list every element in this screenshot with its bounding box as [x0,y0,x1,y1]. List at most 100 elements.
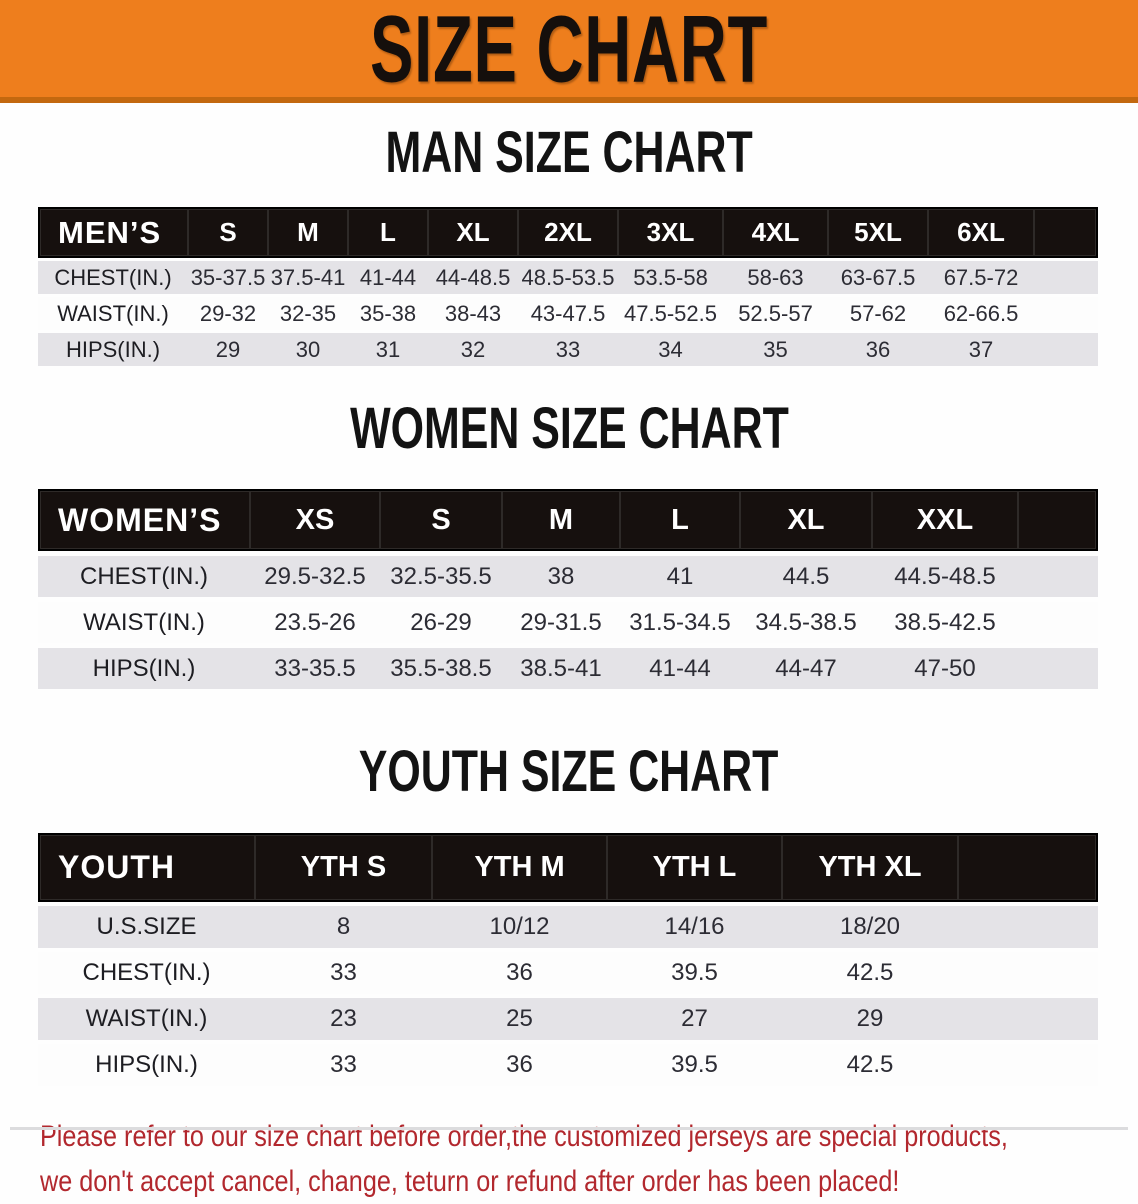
cell: 37.5-41 [268,261,348,294]
column-header: YTH S [255,833,432,902]
cell-filler [1018,648,1098,689]
men-header-row: MEN’S S M L XL 2XL 3XL 4XL 5XL 6XL [38,207,1098,258]
cell: 29 [188,333,268,366]
bottom-divider [10,1127,1128,1130]
cell: 33 [518,333,618,366]
cell: 29 [782,998,958,1040]
youth-chest-row: CHEST(IN.) 33 36 39.5 42.5 [38,952,1098,994]
cell: 29-31.5 [502,602,620,643]
cell: 44.5-48.5 [872,556,1018,597]
column-header: M [502,489,620,551]
column-header: YTH M [432,833,607,902]
cell: 36 [432,1044,607,1086]
youth-hips-row: HIPS(IN.) 33 36 39.5 42.5 [38,1044,1098,1086]
cell-filler [1034,261,1098,294]
youth-section-heading: YOUTH SIZE CHART [359,739,779,804]
men-chest-row: CHEST(IN.) 35-37.5 37.5-41 41-44 44-48.5… [38,261,1098,294]
cell: 62-66.5 [928,297,1034,330]
cell: 33 [255,952,432,994]
cell: 37 [928,333,1034,366]
header-filler [1034,207,1098,258]
column-header: XL [740,489,872,551]
cell: 10/12 [432,906,607,948]
cell: 35.5-38.5 [380,648,502,689]
header-filler [958,833,1098,902]
row-label: CHEST(IN.) [38,556,250,597]
cell: 42.5 [782,1044,958,1086]
cell: 57-62 [828,297,928,330]
cell: 58-63 [723,261,828,294]
cell: 32 [428,333,518,366]
column-header: S [380,489,502,551]
cell: 41-44 [620,648,740,689]
cell: 38.5-42.5 [872,602,1018,643]
women-header-row: WOMEN’S XS S M L XL XXL [38,489,1098,551]
column-header: L [620,489,740,551]
cell: 44-47 [740,648,872,689]
cell: 41 [620,556,740,597]
men-table-title: MEN’S [38,207,188,258]
column-header: XL [428,207,518,258]
cell: 8 [255,906,432,948]
column-header: XXL [872,489,1018,551]
header-filler [1018,489,1098,551]
men-waist-row: WAIST(IN.) 29-32 32-35 35-38 38-43 43-47… [38,297,1098,330]
men-size-table: MEN’S S M L XL 2XL 3XL 4XL 5XL 6XL CHEST… [38,204,1098,369]
cell: 25 [432,998,607,1040]
youth-table-title: YOUTH [38,833,255,902]
row-label: HIPS(IN.) [38,1044,255,1086]
cell: 26-29 [380,602,502,643]
women-size-table: WOMEN’S XS S M L XL XXL CHEST(IN.) 29.5-… [38,484,1098,694]
women-section-heading: WOMEN SIZE CHART [349,396,789,461]
row-label: WAIST(IN.) [38,998,255,1040]
cell: 39.5 [607,1044,782,1086]
column-header: S [188,207,268,258]
youth-header-row: YOUTH YTH S YTH M YTH L YTH XL [38,833,1098,902]
cell: 38-43 [428,297,518,330]
cell: 31.5-34.5 [620,602,740,643]
cell: 33 [255,1044,432,1086]
cell: 36 [828,333,928,366]
cell: 34 [618,333,723,366]
cell: 35 [723,333,828,366]
cell: 47-50 [872,648,1018,689]
cell: 38.5-41 [502,648,620,689]
row-label: U.S.SIZE [38,906,255,948]
women-table-title: WOMEN’S [38,489,250,551]
row-label: WAIST(IN.) [38,297,188,330]
cell: 39.5 [607,952,782,994]
cell: 35-38 [348,297,428,330]
cell: 42.5 [782,952,958,994]
column-header: 3XL [618,207,723,258]
cell: 14/16 [607,906,782,948]
women-waist-row: WAIST(IN.) 23.5-26 26-29 29-31.5 31.5-34… [38,602,1098,643]
column-header: 5XL [828,207,928,258]
cell: 34.5-38.5 [740,602,872,643]
cell: 52.5-57 [723,297,828,330]
cell: 23 [255,998,432,1040]
row-label: CHEST(IN.) [38,261,188,294]
men-section-heading: MAN SIZE CHART [385,120,753,185]
youth-size-table: YOUTH YTH S YTH M YTH L YTH XL U.S.SIZE … [38,829,1098,1090]
row-label: HIPS(IN.) [38,648,250,689]
cell-filler [958,998,1098,1040]
men-hips-row: HIPS(IN.) 29 30 31 32 33 34 35 36 37 [38,333,1098,366]
column-header: 2XL [518,207,618,258]
youth-ussize-row: U.S.SIZE 8 10/12 14/16 18/20 [38,906,1098,948]
cell: 32.5-35.5 [380,556,502,597]
size-chart-banner: SIZE CHART [0,0,1138,103]
column-header: XS [250,489,380,551]
column-header: L [348,207,428,258]
cell: 44-48.5 [428,261,518,294]
cell-filler [958,1044,1098,1086]
women-hips-row: HIPS(IN.) 33-35.5 35.5-38.5 38.5-41 41-4… [38,648,1098,689]
cell: 32-35 [268,297,348,330]
cell: 48.5-53.5 [518,261,618,294]
row-label: WAIST(IN.) [38,602,250,643]
cell: 18/20 [782,906,958,948]
cell: 27 [607,998,782,1040]
cell: 23.5-26 [250,602,380,643]
cell-filler [958,906,1098,948]
cell: 53.5-58 [618,261,723,294]
cell: 35-37.5 [188,261,268,294]
